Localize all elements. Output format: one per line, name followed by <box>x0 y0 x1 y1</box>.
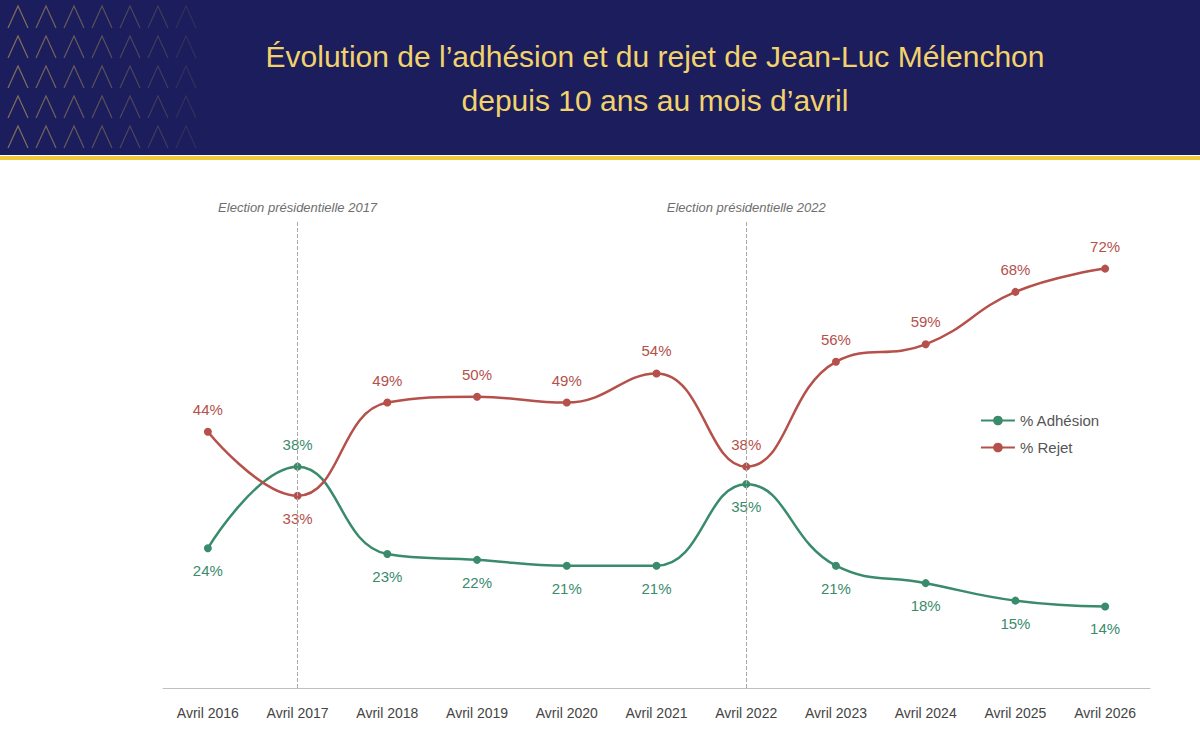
svg-text:49%: 49% <box>552 372 582 389</box>
svg-text:Avril 2017: Avril 2017 <box>267 705 329 721</box>
svg-text:Election présidentielle 2022: Election présidentielle 2022 <box>667 200 827 215</box>
svg-text:24%: 24% <box>193 562 223 579</box>
svg-text:38%: 38% <box>731 435 762 453</box>
svg-text:Évolution de l’adhésion et du: Évolution de l’adhésion et du rejet de J… <box>266 40 1045 73</box>
svg-text:38%: 38% <box>282 435 313 453</box>
svg-text:Avril 2016: Avril 2016 <box>177 705 239 721</box>
svg-text:33%: 33% <box>282 509 313 527</box>
svg-text:Avril 2023: Avril 2023 <box>805 705 867 721</box>
svg-text:50%: 50% <box>462 366 492 383</box>
svg-text:Avril 2018: Avril 2018 <box>356 705 418 721</box>
svg-text:Avril 2026: Avril 2026 <box>1074 705 1136 721</box>
svg-text:49%: 49% <box>372 372 402 389</box>
svg-text:% Rejet: % Rejet <box>1020 439 1073 456</box>
svg-text:59%: 59% <box>911 313 941 330</box>
svg-text:54%: 54% <box>641 342 671 359</box>
svg-text:72%: 72% <box>1090 238 1120 255</box>
svg-text:22%: 22% <box>462 574 492 591</box>
svg-text:Avril 2021: Avril 2021 <box>625 705 687 721</box>
svg-text:Avril 2025: Avril 2025 <box>984 705 1046 721</box>
svg-text:68%: 68% <box>1000 261 1030 278</box>
svg-text:depuis 10 ans au mois d’avril: depuis 10 ans au mois d’avril <box>462 84 849 117</box>
svg-text:15%: 15% <box>1000 615 1030 632</box>
svg-text:56%: 56% <box>821 331 851 348</box>
svg-text:% Adhésion: % Adhésion <box>1020 412 1099 429</box>
svg-text:Election présidentielle 2017: Election présidentielle 2017 <box>218 200 378 215</box>
svg-text:Avril 2020: Avril 2020 <box>536 705 598 721</box>
svg-text:Avril 2019: Avril 2019 <box>446 705 508 721</box>
svg-text:44%: 44% <box>193 401 223 418</box>
svg-text:23%: 23% <box>372 568 402 585</box>
svg-text:Avril 2024: Avril 2024 <box>895 705 957 721</box>
svg-text:21%: 21% <box>821 580 851 597</box>
svg-text:18%: 18% <box>911 597 941 614</box>
svg-text:21%: 21% <box>552 580 582 597</box>
svg-text:35%: 35% <box>731 498 762 516</box>
svg-text:14%: 14% <box>1090 620 1120 637</box>
svg-text:21%: 21% <box>641 580 671 597</box>
svg-text:Avril 2022: Avril 2022 <box>715 705 777 721</box>
